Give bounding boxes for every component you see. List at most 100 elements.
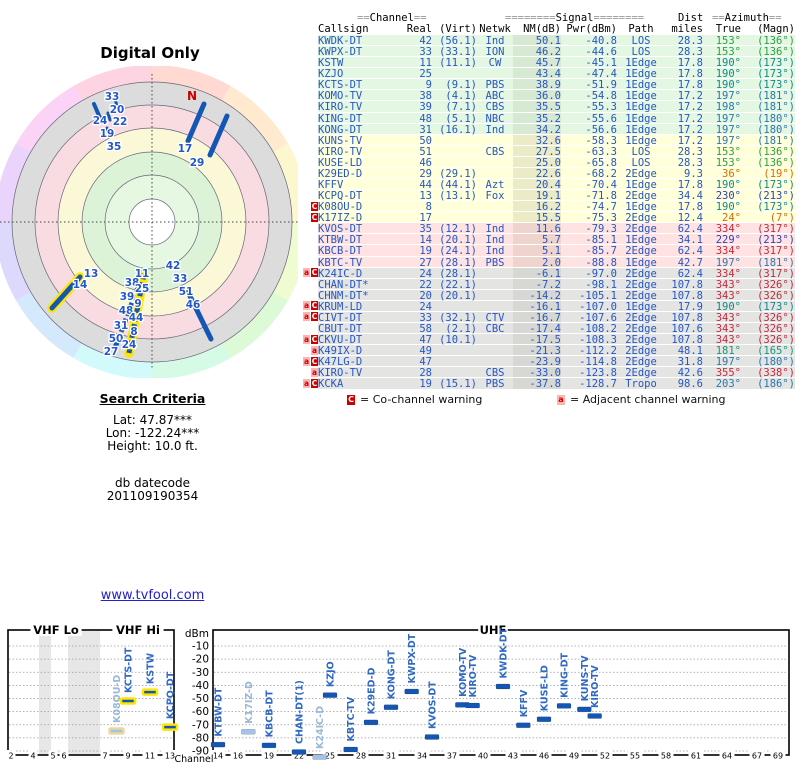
cell-virt: (4.1) xyxy=(432,90,477,102)
tick-chip xyxy=(6,750,16,760)
cell-miles: 62.4 xyxy=(665,267,703,280)
signal-bar xyxy=(516,722,531,729)
signal-bar-callsign-label: KBTC-TV xyxy=(346,696,357,741)
cell-az: 334° xyxy=(703,267,741,280)
cell-miles: 17.2 xyxy=(665,101,703,113)
warning-marker-cell xyxy=(298,35,318,46)
cell-netwk: ABC xyxy=(477,90,513,102)
signal-bar-callsign-label: KCPQ-DT xyxy=(166,671,177,719)
spectrum-gap-band xyxy=(68,631,100,754)
table-row: KWDK-DT 42 (56.1) Ind 50.1 -40.8 LOS 28.3 153° (1… xyxy=(298,34,795,47)
cell-netwk: ION xyxy=(477,46,513,58)
channel-tick-label: 37 xyxy=(447,752,457,761)
table-row: KUNS-TV 50 32.6 -58.3 1Edge 17.2 197° (181°) xyxy=(298,133,795,147)
signal-bar-callsign-label: KBCB-DT xyxy=(265,690,276,738)
cell-miles: 17.8 xyxy=(665,201,703,213)
col-nm: NM(dB) xyxy=(523,23,561,35)
signal-bar xyxy=(556,703,572,709)
signal-bar xyxy=(119,697,137,705)
cell-real: 28 xyxy=(402,367,432,379)
tick-chip xyxy=(444,750,460,760)
signal-bar xyxy=(161,723,179,731)
channel-tick-label: 46 xyxy=(539,752,549,761)
table-row: KOMO-TV 38 (4.1) ABC 36.0 -54.8 1Edge 17.2 197°(… xyxy=(298,89,795,102)
cell-path: Tropo xyxy=(617,378,665,390)
signal-bar-callsign-label: KWPX-DT xyxy=(407,633,418,683)
cell-netwk: Azt xyxy=(477,179,513,191)
channel-tick-label: 52 xyxy=(600,752,610,761)
cell-nm: -17.4 xyxy=(513,323,561,335)
tick-chip xyxy=(688,750,704,760)
warning-marker-cell xyxy=(298,101,318,112)
tick-chip xyxy=(322,750,338,760)
table-row: KZJO 25 43.4 -47.4 1Edge 17.8 190° (173°) xyxy=(298,67,795,80)
cell-callsign: KWPX-DT xyxy=(318,46,402,58)
tick-chip xyxy=(48,750,58,760)
cell-magn: (7°) xyxy=(741,212,795,224)
cell-callsign: KCTS-DT xyxy=(318,79,402,91)
cell-az: 197° xyxy=(703,112,741,125)
station-bar xyxy=(185,289,214,342)
cell-path: 1Edge xyxy=(617,79,665,91)
signal-bar xyxy=(495,683,511,690)
cell-path: LOS xyxy=(617,35,665,47)
search-criteria-block: Search Criteria Lat: 47.87*** Lon: -122.… xyxy=(55,391,250,503)
cell-nm: -16.1 xyxy=(513,300,561,313)
cell-callsign: KCKA xyxy=(318,378,402,390)
cell-path: 2Edge xyxy=(617,245,665,257)
dbm-tick-label: -90 xyxy=(192,746,209,758)
header-azimuth-group: ==Azimuth== xyxy=(712,12,782,24)
cell-pwr: -44.6 xyxy=(561,46,617,58)
cell-real: 33 xyxy=(402,311,432,324)
warning-marker-cell xyxy=(298,167,318,179)
cell-az: 334° xyxy=(703,245,741,257)
table-row: a KIRO-TV 28 CBS -33.0 -123.8 2Edge 42.6 355° (33… xyxy=(298,366,795,379)
cell-nm: 15.5 xyxy=(513,212,561,224)
cell-magn: (326°) xyxy=(741,311,795,324)
cell-magn: (317°) xyxy=(741,245,795,257)
radar-channel-label: 27 xyxy=(104,346,119,358)
warning-marker-cell xyxy=(298,179,318,190)
dbm-tick-label: -50 xyxy=(192,693,209,705)
cell-pwr: -71.8 xyxy=(561,190,617,202)
cell-az: 197° xyxy=(703,90,741,102)
cell-netwk xyxy=(477,356,513,367)
cell-virt xyxy=(432,367,477,378)
col-true: True xyxy=(715,23,741,35)
dbm-axis-title: dBm xyxy=(185,628,209,640)
co-channel-warning-icon: C xyxy=(311,312,318,322)
cell-netwk xyxy=(477,267,513,278)
cell-nm: -16.7 xyxy=(513,311,561,324)
cell-callsign: KOMO-TV xyxy=(318,90,402,102)
radar-channel-label: 17 xyxy=(178,143,193,155)
warning-marker-cell: C xyxy=(298,212,318,223)
signal-bar xyxy=(291,749,307,755)
cell-real: 17 xyxy=(402,212,432,224)
cell-pwr: -54.8 xyxy=(561,90,617,102)
warning-marker-cell xyxy=(298,323,318,334)
cell-virt: (56.1) xyxy=(432,35,477,47)
cell-magn: (317°) xyxy=(741,223,795,235)
dbm-tick-label: -60 xyxy=(192,706,209,718)
site-link-wrap: www.tvfool.com xyxy=(55,588,250,603)
cell-magn: (136°) xyxy=(741,46,795,58)
cell-nm: -37.8 xyxy=(513,378,561,390)
tvfool-link[interactable]: www.tvfool.com xyxy=(100,588,205,603)
cell-az: 190° xyxy=(703,68,741,80)
co-channel-warning-icon: C xyxy=(347,394,355,405)
channel-tick-label: 22 xyxy=(294,752,304,761)
station-bar xyxy=(207,113,230,158)
cell-miles: 48.1 xyxy=(665,345,703,357)
cell-magn: (173°) xyxy=(741,201,795,213)
cell-pwr: -68.2 xyxy=(561,167,617,180)
cell-netwk xyxy=(477,334,513,345)
cell-path: 2Edge xyxy=(617,356,665,368)
tick-chip xyxy=(123,750,133,760)
cell-miles: 34.1 xyxy=(665,234,703,246)
table-column-headers: Callsign Real (Virt) Netwk NM(dB) Pwr(dB… xyxy=(298,23,795,35)
tick-chip xyxy=(627,750,643,760)
signal-bar-callsign-label: KZJO xyxy=(326,661,337,687)
